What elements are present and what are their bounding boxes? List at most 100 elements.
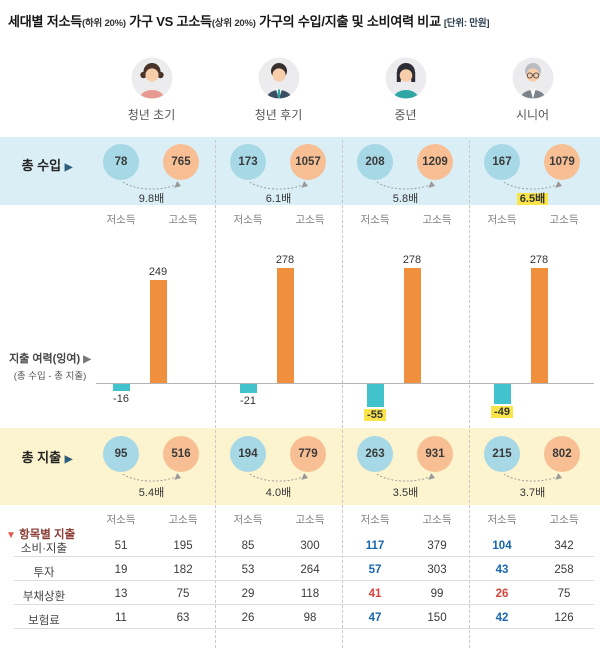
unit-label: [단위: 만원] <box>443 18 490 29</box>
low-expense-total-circle: 263 <box>357 436 393 472</box>
high-income-total-circle: 1057 <box>290 144 326 180</box>
high-income-label: 고소득 <box>168 214 198 226</box>
ratio-arrow-icon <box>503 181 563 190</box>
low-income-total-circle: 208 <box>357 144 393 180</box>
table-cell: 104 <box>492 540 512 552</box>
low-income-label: 저소득 <box>487 214 517 226</box>
total-expense-text: 총 지출 <box>21 450 62 465</box>
table-cell: 300 <box>300 540 320 552</box>
bar-chart-baseline <box>96 383 594 384</box>
table-cell: 75 <box>557 588 571 600</box>
income-ratio-label: 6.1배 <box>265 193 292 205</box>
table-cell: 51 <box>114 540 128 552</box>
high-income-label: 고소득 <box>295 214 325 226</box>
items-section-label: ▼ 항목별 지출 <box>6 526 75 542</box>
table-cell: 117 <box>365 540 385 552</box>
column-separator <box>215 140 216 648</box>
low-income-total-circle: 167 <box>484 144 520 180</box>
low-income-label: 저소득 <box>106 214 136 226</box>
low-expense-total-circle: 215 <box>484 436 520 472</box>
high-income-total-circle: 1209 <box>417 144 453 180</box>
surplus-subtext: (총 수입 - 총 지출) <box>13 371 87 382</box>
total-income-text: 총 수입 <box>21 158 62 173</box>
table-cell: 99 <box>430 588 444 600</box>
items-header-text: 항목별 지출 <box>19 529 76 541</box>
table-cell: 258 <box>554 564 574 576</box>
high-income-bar <box>403 268 421 383</box>
low-income-label: 저소득 <box>360 214 390 226</box>
table-cell: 195 <box>173 540 193 552</box>
column-name: 청년 초기 <box>127 108 176 122</box>
young-woman-avatar-icon <box>131 57 173 99</box>
low-expense-total-circle: 194 <box>230 436 266 472</box>
low-income-surplus-bar-group: -49 <box>482 384 522 420</box>
table-cell: 98 <box>303 612 317 624</box>
high-income-surplus-bar-group: 278 <box>392 252 432 383</box>
bar-value-label: 278 <box>402 254 422 266</box>
high-income-surplus-bar-group: 249 <box>138 264 178 383</box>
table-row-label: 소비·지출 <box>20 543 68 555</box>
high-income-bar <box>149 280 167 383</box>
table-row-label: 보험료 <box>28 615 60 627</box>
bar-value-label: -16 <box>113 393 129 405</box>
high-income-bar <box>530 268 548 383</box>
high-income-column-header: 고소득 <box>168 514 198 526</box>
title-sub: (하위 20%) <box>81 18 126 29</box>
table-cell: 53 <box>241 564 255 576</box>
table-cell: 126 <box>554 612 574 624</box>
high-income-column-header: 고소득 <box>549 514 579 526</box>
high-expense-total-circle: 516 <box>163 436 199 472</box>
high-income-total-circle: 1079 <box>544 144 580 180</box>
table-cell: 41 <box>368 588 382 600</box>
column-name: 시니어 <box>515 108 550 122</box>
middle-aged-woman-avatar-icon <box>385 57 427 99</box>
table-cell: 118 <box>300 588 320 600</box>
low-income-total-circle: 78 <box>103 144 139 180</box>
income-ratio-label: 9.8배 <box>138 193 165 205</box>
ratio-arrow-icon <box>249 181 309 190</box>
low-income-column-header: 저소득 <box>487 514 517 526</box>
expense-ratio-label: 3.7배 <box>519 487 546 499</box>
high-income-surplus-bar-group: 278 <box>265 252 305 383</box>
low-income-bar <box>493 384 511 404</box>
low-income-surplus-bar-group: -16 <box>101 384 141 407</box>
low-income-total-circle: 173 <box>230 144 266 180</box>
low-income-bar <box>239 384 257 393</box>
low-income-label: 저소득 <box>233 214 263 226</box>
table-cell: 11 <box>115 612 127 624</box>
table-cell: 42 <box>495 612 509 624</box>
bar-value-label: 249 <box>148 266 168 278</box>
low-income-surplus-bar-group: -55 <box>355 384 395 423</box>
column-name: 중년 <box>394 108 417 122</box>
title-part: 가구 VS 고소득 <box>125 14 212 29</box>
high-expense-total-circle: 931 <box>417 436 453 472</box>
generation-column-early-youth: 청년 초기 78 765 9.8배 저소득 고소득 249 -16 95 516… <box>88 0 215 657</box>
ratio-arrow-icon <box>122 473 182 482</box>
high-income-surplus-bar-group: 278 <box>519 252 559 383</box>
bar-value-label: -55 <box>364 408 386 422</box>
ratio-arrow-icon <box>503 473 563 482</box>
surplus-row-label: 지출 여력(잉여) ▶ (총 수입 - 총 지출) <box>0 350 100 382</box>
low-income-column-header: 저소득 <box>233 514 263 526</box>
table-cell: 303 <box>427 564 447 576</box>
table-cell: 342 <box>554 540 574 552</box>
high-expense-total-circle: 779 <box>290 436 326 472</box>
expense-ratio-label: 4.0배 <box>265 487 292 499</box>
title-part: 가구의 수입/지출 및 소비여력 비교 <box>255 14 441 29</box>
arrow-right-icon: ▶ <box>64 162 73 173</box>
table-cell: 379 <box>427 540 447 552</box>
triangle-down-icon: ▼ <box>6 530 16 541</box>
table-cell: 182 <box>173 564 193 576</box>
young-man-avatar-icon <box>258 57 300 99</box>
expense-ratio-label: 3.5배 <box>392 487 419 499</box>
high-income-column-header: 고소득 <box>295 514 325 526</box>
arrow-right-icon: ▶ <box>83 354 91 365</box>
title-sub: (상위 20%) <box>211 18 256 29</box>
total-income-row-label: 총 수입 ▶ <box>0 155 94 174</box>
title-part: 세대별 저소득 <box>8 14 82 29</box>
ratio-arrow-icon <box>249 473 309 482</box>
surplus-text: 지출 여력(잉여) <box>9 353 81 365</box>
table-cell: 47 <box>368 612 382 624</box>
high-income-total-circle: 765 <box>163 144 199 180</box>
